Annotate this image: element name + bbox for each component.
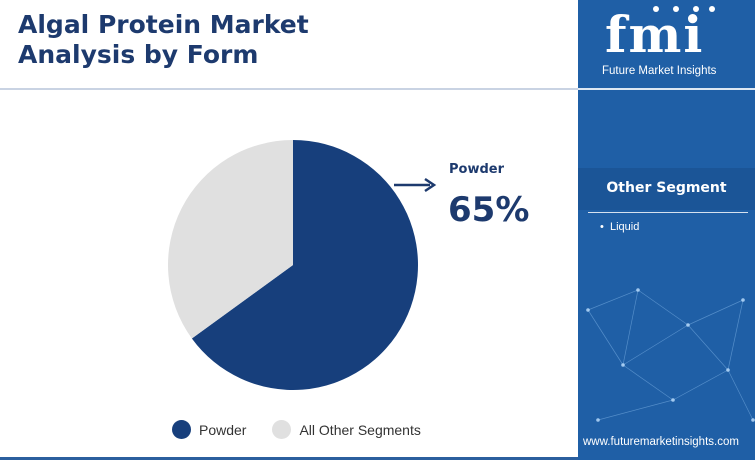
- segment-divider: [588, 212, 748, 213]
- legend-item-powder: Powder: [172, 420, 246, 439]
- fmi-logo: fmi Future Market Insights: [578, 0, 755, 88]
- legend-label-powder: Powder: [199, 421, 247, 438]
- legend-item-other: All Other Segments: [272, 420, 421, 439]
- logo-subtitle: Future Market Insights: [602, 65, 717, 77]
- bottom-accent-line: [0, 457, 578, 460]
- chart-title-line1: Algal Protein Market: [18, 10, 309, 39]
- legend-swatch-powder: [172, 420, 191, 439]
- chart-title: Algal Protein Market Analysis by Form: [18, 10, 558, 70]
- chart-card: Algal Protein Market Analysis by Form Po…: [0, 0, 578, 460]
- callout-label: Powder: [449, 162, 505, 177]
- website-url: www.futuremarketinsights.com: [583, 436, 739, 448]
- segment-item-label: Liquid: [609, 221, 640, 233]
- network-graphic: [586, 288, 755, 422]
- legend-swatch-other: [272, 420, 292, 439]
- pie-chart: [167, 140, 418, 390]
- pie-slice-all-other-segments: [167, 140, 293, 339]
- callout-value: 65%: [448, 190, 530, 230]
- bullet-icon: •: [600, 221, 610, 233]
- segment-header: Other Segment: [578, 168, 755, 210]
- title-divider: [0, 88, 578, 90]
- segment-item-liquid: • Liquid: [600, 221, 639, 233]
- legend: Powder All Other Segments: [172, 420, 447, 439]
- chart-title-line2: Analysis by Form: [18, 40, 259, 69]
- sidebar-divider: [578, 88, 755, 90]
- logo-figures-icon: [653, 6, 715, 12]
- callout-arrow-icon: [394, 177, 437, 193]
- legend-label-other: All Other Segments: [299, 421, 421, 438]
- pie-slice-powder: [191, 140, 418, 390]
- segment-title: Other Segment: [606, 180, 727, 196]
- logo-letters: fmi: [605, 5, 705, 64]
- sidebar: fmi Future Market Insights Other Segment…: [578, 0, 755, 460]
